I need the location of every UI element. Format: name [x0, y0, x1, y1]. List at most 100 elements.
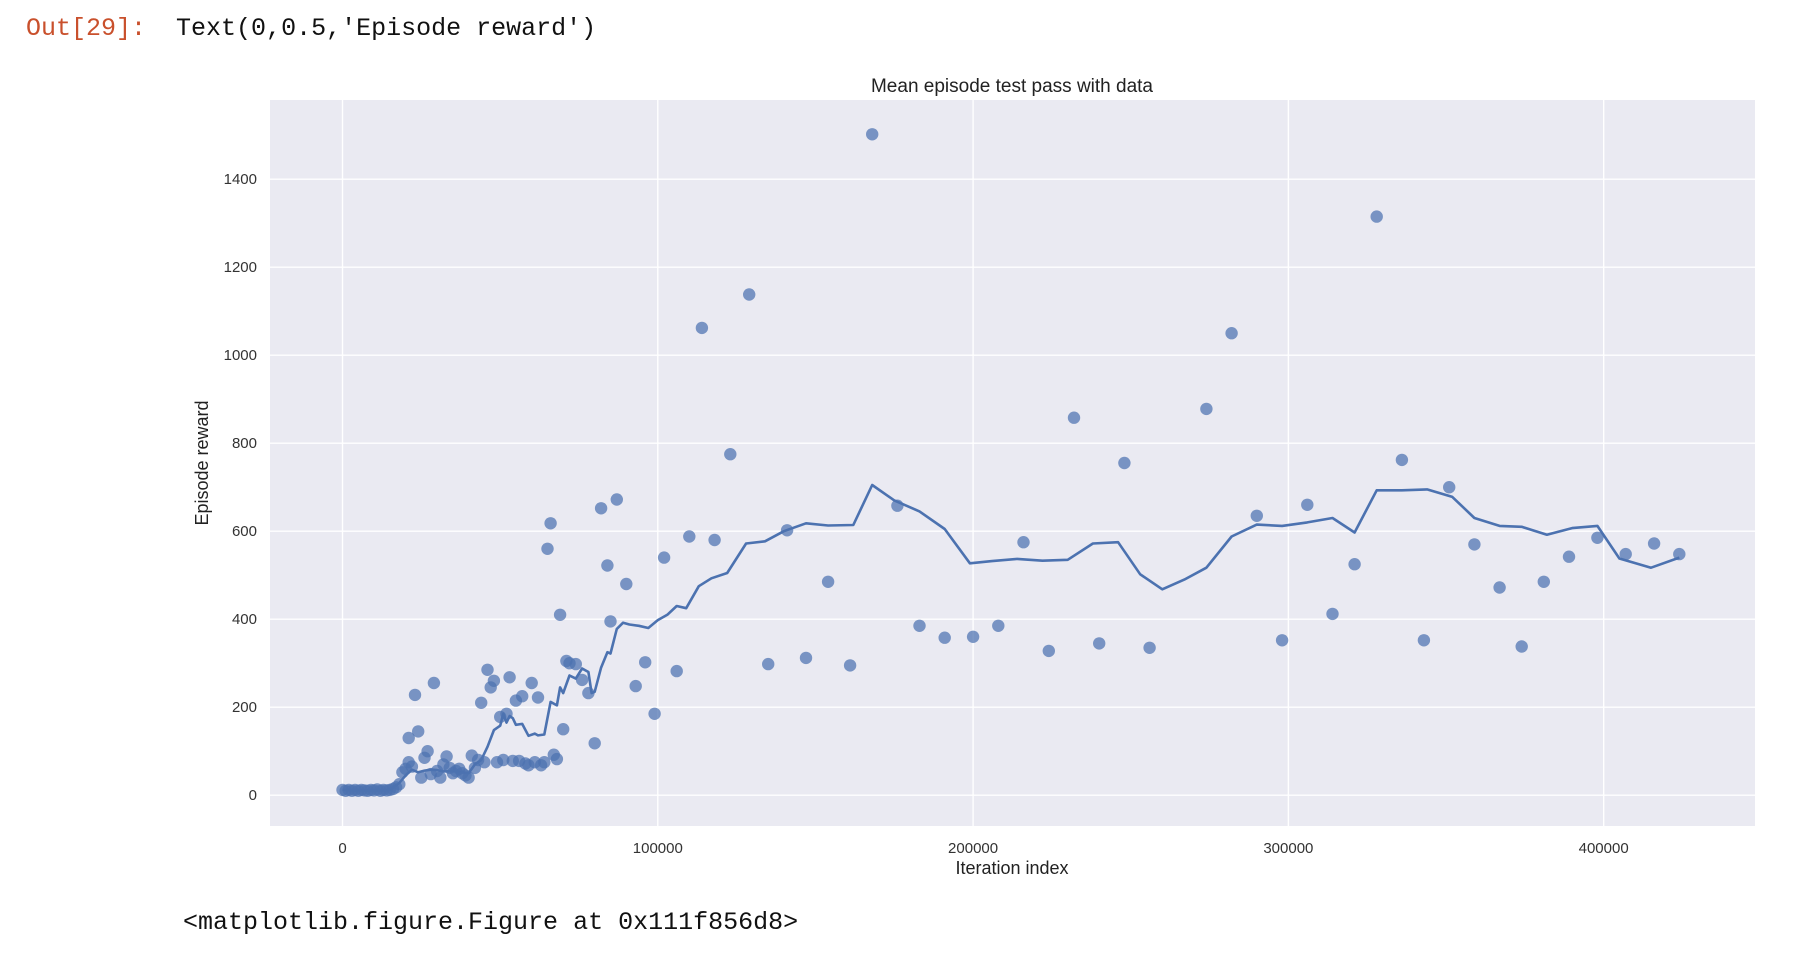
scatter-points [336, 128, 1686, 797]
data-point [992, 619, 1005, 632]
data-point [503, 671, 516, 684]
x-tick-label: 300000 [1263, 840, 1313, 857]
data-point [415, 771, 428, 784]
data-point [427, 676, 441, 690]
data-point [405, 760, 419, 773]
data-point [843, 659, 857, 672]
x-axis-label: Iteration index [955, 858, 1068, 878]
data-point [408, 688, 422, 702]
data-point [1326, 607, 1339, 621]
data-point [891, 499, 904, 512]
data-point [1619, 547, 1632, 561]
data-point [393, 778, 406, 791]
data-point [550, 752, 564, 766]
data-point [762, 657, 775, 671]
data-point [434, 771, 447, 784]
data-point [695, 321, 709, 335]
y-tick-label: 1200 [224, 259, 257, 276]
data-point [629, 679, 642, 693]
data-point [594, 502, 608, 515]
data-point [531, 691, 545, 704]
data-point [1647, 537, 1661, 550]
data-point [538, 756, 551, 769]
output-prompt: Out[29]: [26, 14, 147, 43]
data-point [475, 696, 488, 709]
data-point [866, 128, 879, 141]
y-tick-label: 200 [232, 699, 257, 716]
data-point [1370, 210, 1383, 223]
data-point [1200, 402, 1213, 416]
data-point [541, 542, 554, 555]
data-point [421, 745, 434, 758]
y-tick-label: 600 [232, 523, 257, 540]
data-point [544, 517, 557, 530]
data-point [913, 619, 926, 632]
figure-repr: <matplotlib.figure.Figure at 0x111f856d8… [183, 908, 799, 937]
x-tick-labels: 0 100000 200000 300000 400000 [338, 840, 1628, 857]
data-point [440, 750, 453, 763]
data-point [604, 615, 617, 628]
data-point [569, 657, 582, 671]
x-tick-label: 100000 [633, 840, 683, 857]
data-point [821, 575, 835, 588]
data-point [497, 753, 510, 767]
data-point [1537, 575, 1551, 588]
data-point [648, 707, 661, 720]
data-point [553, 608, 567, 621]
plot-area [270, 100, 1755, 826]
data-point [1275, 634, 1289, 647]
data-point [1468, 538, 1481, 551]
data-point [1515, 640, 1528, 653]
data-point [966, 630, 980, 643]
y-axis-label: Episode reward [192, 400, 212, 525]
data-point [601, 559, 614, 572]
data-point [799, 651, 813, 665]
data-point [1225, 327, 1238, 340]
data-point [1562, 550, 1576, 563]
x-tick-label: 400000 [1579, 840, 1629, 857]
data-point [557, 723, 570, 736]
data-point [1417, 634, 1431, 647]
data-point [1118, 456, 1131, 470]
data-point [743, 288, 756, 301]
data-point [657, 551, 671, 564]
data-point [478, 756, 491, 769]
data-point [1493, 581, 1506, 594]
data-point [575, 673, 589, 687]
data-point [1017, 536, 1030, 549]
data-point [620, 577, 633, 591]
data-point [412, 725, 425, 738]
x-tick-label: 0 [338, 840, 346, 857]
output-row: Out[29]: Text(0,0.5,'Episode reward') [26, 12, 596, 46]
y-tick-label: 800 [232, 435, 257, 452]
grid [270, 100, 1755, 826]
data-point [1301, 498, 1314, 511]
y-tick-labels: 0 200 400 600 800 1000 1200 1400 [224, 171, 257, 804]
data-point [938, 631, 951, 644]
data-point [487, 674, 501, 687]
data-point [1093, 637, 1106, 650]
data-point [670, 664, 683, 678]
data-point [1250, 509, 1264, 522]
data-point [1042, 644, 1056, 658]
data-point [683, 530, 696, 543]
data-point [1591, 531, 1604, 544]
data-point [516, 690, 529, 703]
data-point [1673, 547, 1686, 561]
data-point [1348, 558, 1361, 571]
y-tick-label: 1000 [224, 347, 257, 364]
data-point [402, 731, 415, 745]
chart-title: Mean episode test pass with data [871, 76, 1153, 97]
data-point [610, 493, 623, 506]
output-text: Text(0,0.5,'Episode reward') [176, 14, 597, 43]
data-point [1067, 411, 1081, 424]
data-point [582, 686, 595, 700]
data-point [1443, 481, 1456, 494]
data-point [525, 676, 538, 690]
data-point [481, 663, 494, 676]
y-tick-label: 400 [232, 611, 257, 628]
data-point [708, 533, 721, 547]
y-tick-label: 1400 [224, 171, 257, 188]
data-point [500, 707, 513, 720]
